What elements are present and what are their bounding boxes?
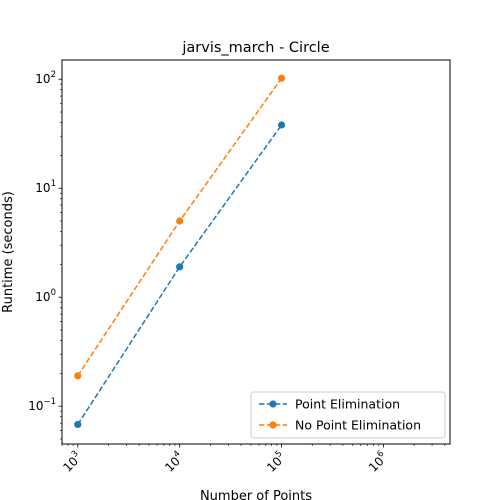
chart-title: jarvis_march - Circle: [181, 40, 329, 56]
legend-label-1: No Point Elimination: [295, 418, 421, 433]
data-point-series-0: [176, 263, 184, 271]
series-line-0: [77, 124, 283, 425]
legend-marker-1: [269, 421, 277, 429]
data-point-series-0: [74, 420, 82, 429]
data-point-series-1: [74, 372, 82, 380]
legend-box: [250, 391, 446, 439]
x-tick-label: 106: [365, 449, 391, 475]
data-point-series-1: [176, 217, 184, 225]
x-axis-label: Number of Points: [200, 489, 312, 500]
y-axis: 10−1 100 101 102: [28, 70, 62, 440]
data-point-series-1: [277, 74, 286, 82]
x-tick-label: 105: [263, 449, 289, 475]
plot-frame: [61, 59, 451, 445]
legend-marker-0: [269, 400, 277, 408]
series-line-1: [77, 77, 283, 377]
y-axis-label: Runtime (seconds): [1, 191, 16, 313]
y-tick-label: 102: [35, 70, 56, 86]
legend: Point Elimination No Point Elimination: [250, 391, 446, 439]
data-point-series-0: [277, 121, 286, 129]
x-tick-label: 104: [161, 449, 187, 475]
y-tick-label: 10−1: [28, 397, 56, 413]
y-tick-label: 101: [35, 179, 56, 195]
y-tick-label: 100: [35, 288, 56, 304]
legend-label-0: Point Elimination: [295, 397, 400, 412]
x-tick-label: 103: [59, 449, 85, 475]
x-axis: 103 104 105 106: [59, 444, 446, 475]
plot-area: [74, 74, 286, 429]
